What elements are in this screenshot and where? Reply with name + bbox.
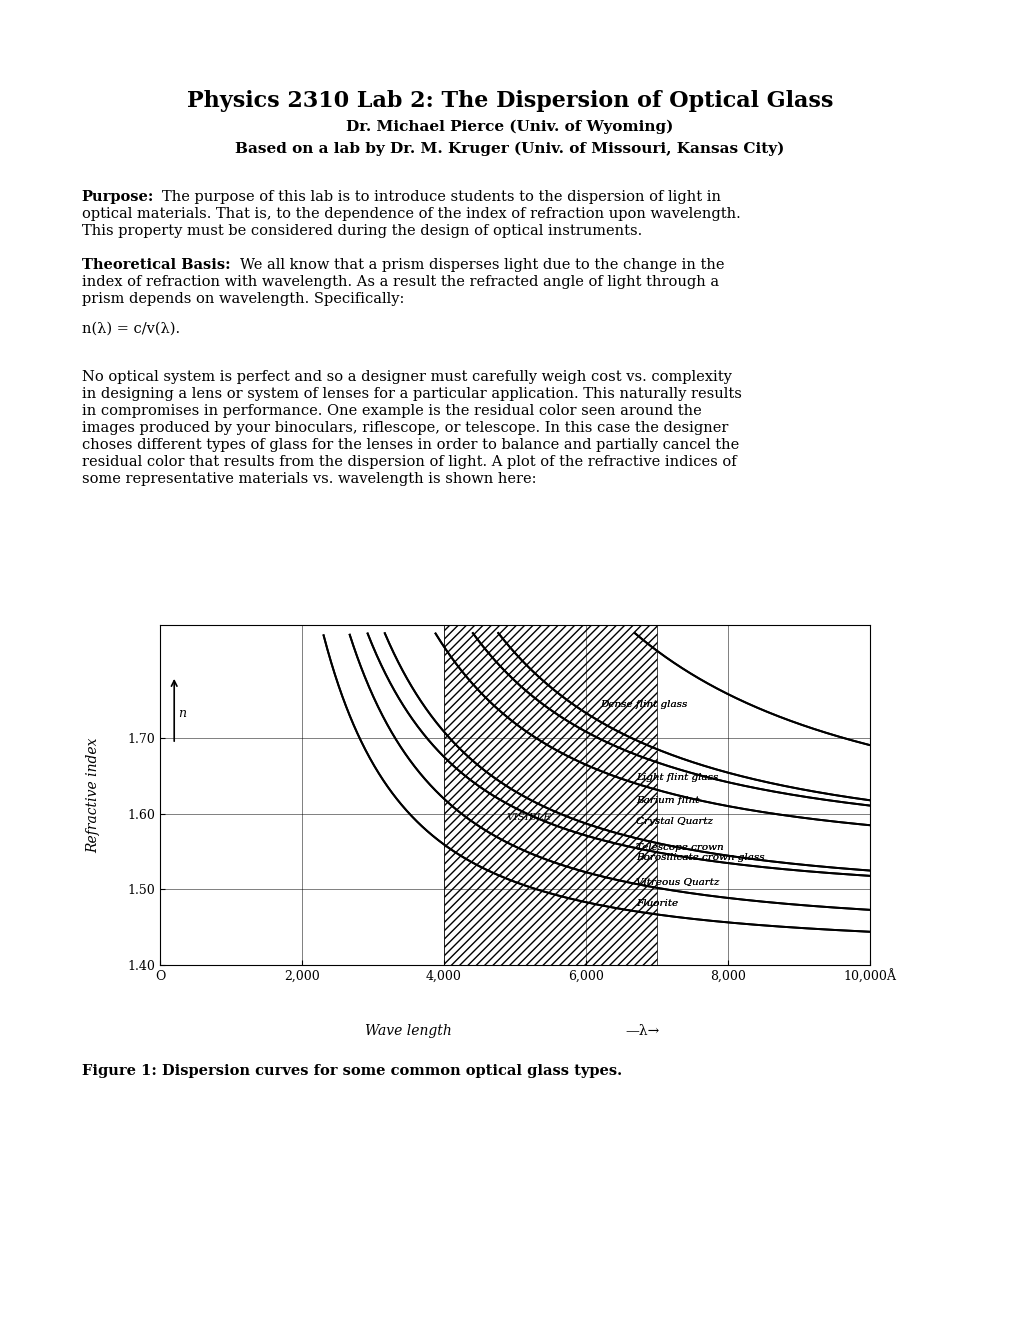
Text: —λ→: —λ→ xyxy=(625,1024,659,1039)
Text: Dense flint glass: Dense flint glass xyxy=(599,700,687,709)
Text: Dense flint glass: Dense flint glass xyxy=(599,700,687,709)
Text: images produced by your binoculars, riflescope, or telescope. In this case the d: images produced by your binoculars, rifl… xyxy=(82,421,728,436)
Text: Vitreous Quartz: Vitreous Quartz xyxy=(635,878,718,887)
Text: Dr. Michael Pierce (Univ. of Wyoming): Dr. Michael Pierce (Univ. of Wyoming) xyxy=(346,120,673,135)
Text: in designing a lens or system of lenses for a particular application. This natur: in designing a lens or system of lenses … xyxy=(82,387,741,401)
Text: Vitreous Quartz: Vitreous Quartz xyxy=(635,878,718,887)
Text: index of refraction with wavelength. As a result the refracted angle of light th: index of refraction with wavelength. As … xyxy=(82,275,718,289)
Text: n: n xyxy=(177,708,185,719)
Text: Fluorite: Fluorite xyxy=(635,899,678,908)
Text: Fluorite: Fluorite xyxy=(635,899,678,908)
Text: Refractive index: Refractive index xyxy=(87,738,101,853)
Text: VISIBLE: VISIBLE xyxy=(506,813,551,822)
Text: optical materials. That is, to the dependence of the index of refraction upon wa: optical materials. That is, to the depen… xyxy=(82,207,740,220)
Text: Telescope crown: Telescope crown xyxy=(635,842,722,851)
Text: Theoretical Basis:: Theoretical Basis: xyxy=(82,257,230,272)
Text: Crystal Quartz: Crystal Quartz xyxy=(635,817,712,826)
Text: Figure 1: Dispersion curves for some common optical glass types.: Figure 1: Dispersion curves for some com… xyxy=(82,1064,622,1078)
Text: some representative materials vs. wavelength is shown here:: some representative materials vs. wavele… xyxy=(82,473,536,486)
Text: Based on a lab by Dr. M. Kruger (Univ. of Missouri, Kansas City): Based on a lab by Dr. M. Kruger (Univ. o… xyxy=(235,143,784,156)
Text: Telescope crown: Telescope crown xyxy=(635,842,722,851)
Text: Crystal Quartz: Crystal Quartz xyxy=(635,817,712,826)
Text: Barium flint: Barium flint xyxy=(635,796,698,805)
Text: The purpose of this lab is to introduce students to the dispersion of light in: The purpose of this lab is to introduce … xyxy=(162,190,720,205)
Text: Borosilicate crown glass: Borosilicate crown glass xyxy=(635,853,763,862)
Text: prism depends on wavelength. Specifically:: prism depends on wavelength. Specificall… xyxy=(82,292,404,306)
Text: Light flint glass: Light flint glass xyxy=(635,774,717,783)
Text: This property must be considered during the design of optical instruments.: This property must be considered during … xyxy=(82,224,641,238)
Text: residual color that results from the dispersion of light. A plot of the refracti: residual color that results from the dis… xyxy=(82,455,736,469)
Text: Purpose:: Purpose: xyxy=(82,190,154,205)
Text: We all know that a prism disperses light due to the change in the: We all know that a prism disperses light… xyxy=(239,257,723,272)
Text: Physics 2310 Lab 2: The Dispersion of Optical Glass: Physics 2310 Lab 2: The Dispersion of Op… xyxy=(186,90,833,112)
Text: Barium flint: Barium flint xyxy=(635,796,698,805)
Text: in compromises in performance. One example is the residual color seen around the: in compromises in performance. One examp… xyxy=(82,404,701,418)
Text: n(λ) = c/v(λ).: n(λ) = c/v(λ). xyxy=(82,322,179,337)
Text: Wave length: Wave length xyxy=(365,1024,451,1039)
Bar xyxy=(443,624,656,965)
Text: No optical system is perfect and so a designer must carefully weigh cost vs. com: No optical system is perfect and so a de… xyxy=(82,370,731,384)
Text: choses different types of glass for the lenses in order to balance and partially: choses different types of glass for the … xyxy=(82,438,738,451)
Text: Light flint glass: Light flint glass xyxy=(635,774,717,783)
Text: Borosilicate crown glass: Borosilicate crown glass xyxy=(635,853,763,862)
